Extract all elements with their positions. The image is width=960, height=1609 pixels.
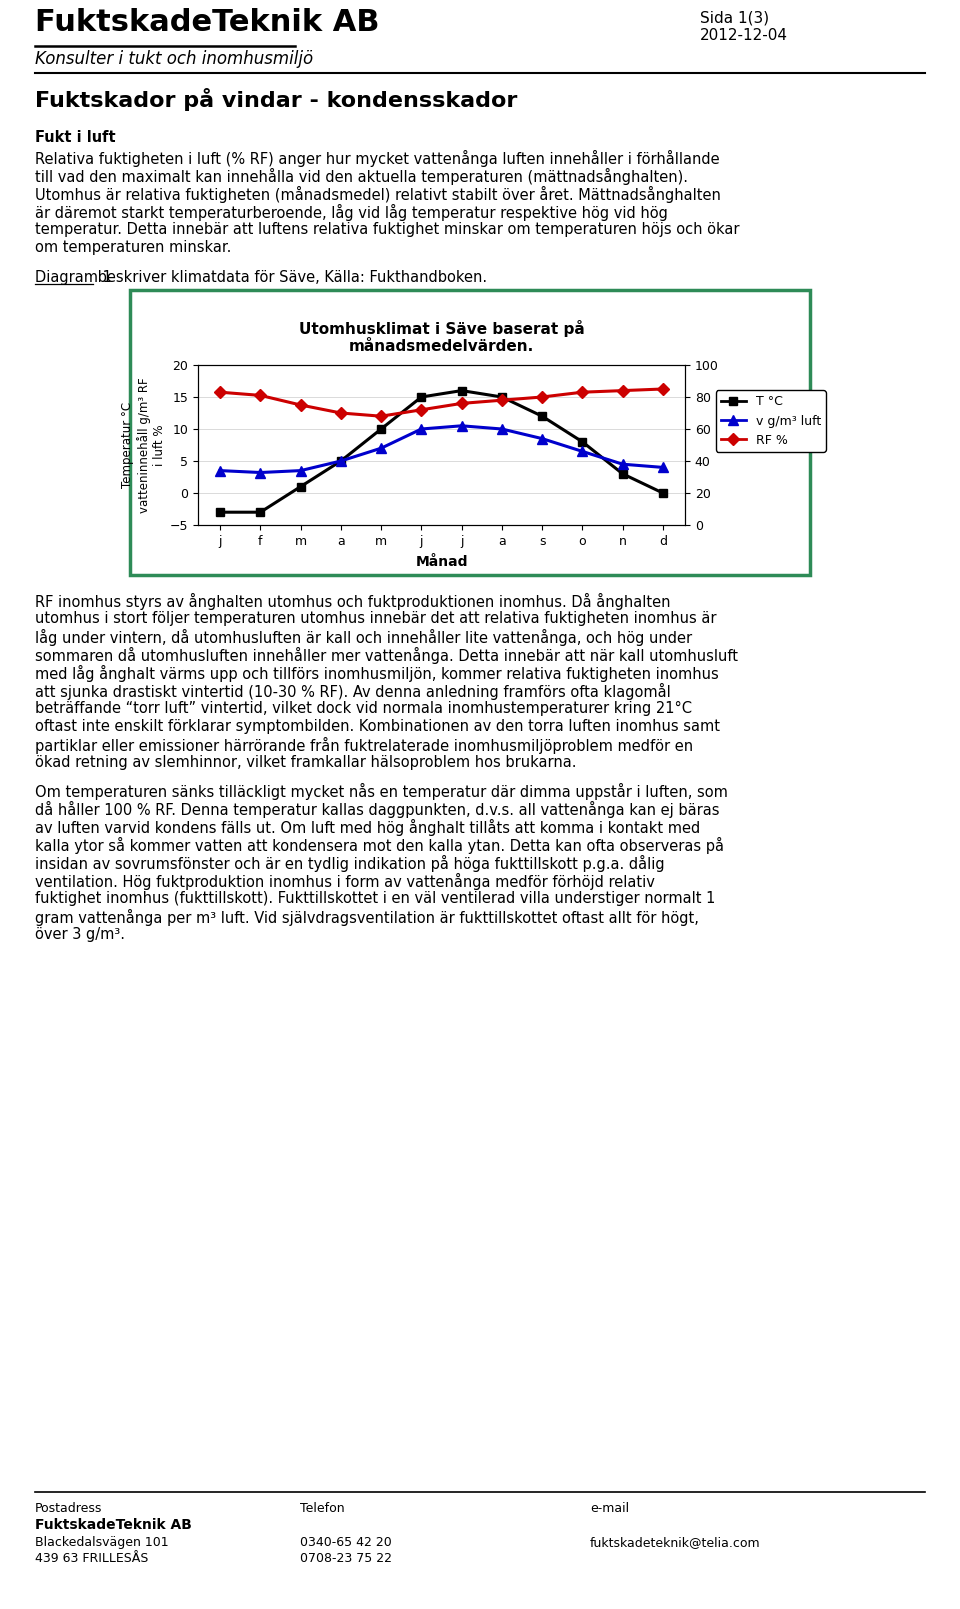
Text: Telefon: Telefon <box>300 1501 345 1516</box>
Text: 2012-12-04: 2012-12-04 <box>700 27 788 43</box>
Text: fuktskadeteknik@telia.com: fuktskadeteknik@telia.com <box>590 1537 760 1549</box>
Text: oftast inte enskilt förklarar symptombilden. Kombinationen av den torra luften i: oftast inte enskilt förklarar symptombil… <box>35 719 720 734</box>
Text: Fukt i luft: Fukt i luft <box>35 130 115 145</box>
Text: 0708-23 75 22: 0708-23 75 22 <box>300 1553 392 1566</box>
Text: Fuktskador på vindar - kondensskador: Fuktskador på vindar - kondensskador <box>35 88 517 111</box>
Text: Utomhus är relativa fuktigheten (månadsmedel) relativt stabilt över året. Mättna: Utomhus är relativa fuktigheten (månadsm… <box>35 187 721 203</box>
Text: att sjunka drastiskt vintertid (10-30 % RF). Av denna anledning framförs ofta kl: att sjunka drastiskt vintertid (10-30 % … <box>35 682 671 700</box>
Text: sommaren då utomhusluften innehåller mer vattenånga. Detta innebär att när kall : sommaren då utomhusluften innehåller mer… <box>35 647 738 665</box>
Text: över 3 g/m³.: över 3 g/m³. <box>35 927 125 941</box>
Text: insidan av sovrumsfönster och är en tydlig indikation på höga fukttillskott p.g.: insidan av sovrumsfönster och är en tydl… <box>35 854 664 872</box>
Bar <box>130 290 810 574</box>
Text: om temperaturen minskar.: om temperaturen minskar. <box>35 240 231 254</box>
Text: FuktskadeTeknik AB: FuktskadeTeknik AB <box>35 1517 192 1532</box>
Text: RF inomhus styrs av ånghalten utomhus och fuktproduktionen inomhus. Då ånghalten: RF inomhus styrs av ånghalten utomhus oc… <box>35 594 670 610</box>
Text: Relativa fuktigheten i luft (% RF) anger hur mycket vattenånga luften innehåller: Relativa fuktigheten i luft (% RF) anger… <box>35 150 720 167</box>
Text: 439 63 FRILLESÅS: 439 63 FRILLESÅS <box>35 1553 149 1566</box>
Text: partiklar eller emissioner härrörande från fuktrelaterade inomhusmiljöproblem me: partiklar eller emissioner härrörande fr… <box>35 737 693 755</box>
Text: Blackedalsvägen 101: Blackedalsvägen 101 <box>35 1537 169 1549</box>
Text: ökad retning av slemhinnor, vilket framkallar hälsoproblem hos brukarna.: ökad retning av slemhinnor, vilket framk… <box>35 755 577 771</box>
Y-axis label: Temperatur °C
vatteninnehåll g/m³ RF
i luft %: Temperatur °C vatteninnehåll g/m³ RF i l… <box>122 377 166 513</box>
X-axis label: Månad: Månad <box>416 555 468 568</box>
Text: till vad den maximalt kan innehålla vid den aktuella temperaturen (mättnadsångha: till vad den maximalt kan innehålla vid … <box>35 167 688 185</box>
Text: gram vattenånga per m³ luft. Vid självdragsventilation är fukttillskottet oftast: gram vattenånga per m³ luft. Vid självdr… <box>35 909 699 927</box>
Text: Sida 1(3): Sida 1(3) <box>700 10 769 26</box>
Legend: T °C, v g/m³ luft, RF %: T °C, v g/m³ luft, RF % <box>715 391 826 452</box>
Text: FuktskadeTeknik AB: FuktskadeTeknik AB <box>35 8 379 37</box>
Text: låg under vintern, då utomhusluften är kall och innehåller lite vattenånga, och : låg under vintern, då utomhusluften är k… <box>35 629 692 647</box>
Text: Om temperaturen sänks tilläckligt mycket nås en temperatur där dimma uppstår i l: Om temperaturen sänks tilläckligt mycket… <box>35 784 728 800</box>
Text: beträffande “torr luft” vintertid, vilket dock vid normala inomhustemperaturer k: beträffande “torr luft” vintertid, vilke… <box>35 702 692 716</box>
Text: Diagram 1: Diagram 1 <box>35 270 112 285</box>
Text: kalla ytor så kommer vatten att kondensera mot den kalla ytan. Detta kan ofta ob: kalla ytor så kommer vatten att kondense… <box>35 837 724 854</box>
Text: då håller 100 % RF. Denna temperatur kallas daggpunkten, d.v.s. all vattenånga k: då håller 100 % RF. Denna temperatur kal… <box>35 801 719 817</box>
Text: med låg ånghalt värms upp och tillförs inomhusmiljön, kommer relativa fuktighete: med låg ånghalt värms upp och tillförs i… <box>35 665 719 682</box>
Text: temperatur. Detta innebär att luftens relativa fuktighet minskar om temperaturen: temperatur. Detta innebär att luftens re… <box>35 222 739 237</box>
Text: e-mail: e-mail <box>590 1501 629 1516</box>
Text: 0340-65 42 20: 0340-65 42 20 <box>300 1537 392 1549</box>
Text: utomhus i stort följer temperaturen utomhus innebär det att relativa fuktigheten: utomhus i stort följer temperaturen utom… <box>35 611 716 626</box>
Text: av luften varvid kondens fälls ut. Om luft med hög ånghalt tillåts att komma i k: av luften varvid kondens fälls ut. Om lu… <box>35 819 700 837</box>
Text: fuktighet inomhus (fukttillskott). Fukttillskottet i en väl ventilerad villa und: fuktighet inomhus (fukttillskott). Fuktt… <box>35 891 715 906</box>
Text: beskriver klimatdata för Säve, Källa: Fukthandboken.: beskriver klimatdata för Säve, Källa: Fu… <box>93 270 487 285</box>
Text: är däremot starkt temperaturberoende, låg vid låg temperatur respektive hög vid : är däremot starkt temperaturberoende, lå… <box>35 204 668 220</box>
Title: Utomhusklimat i Säve baserat på
månadsmedelvärden.: Utomhusklimat i Säve baserat på månadsme… <box>299 320 585 354</box>
Text: ventilation. Hög fuktproduktion inomhus i form av vattenånga medför förhöjd rela: ventilation. Hög fuktproduktion inomhus … <box>35 874 655 890</box>
Text: Konsulter i tukt och inomhusmiljö: Konsulter i tukt och inomhusmiljö <box>35 50 313 68</box>
Text: Postadress: Postadress <box>35 1501 103 1516</box>
